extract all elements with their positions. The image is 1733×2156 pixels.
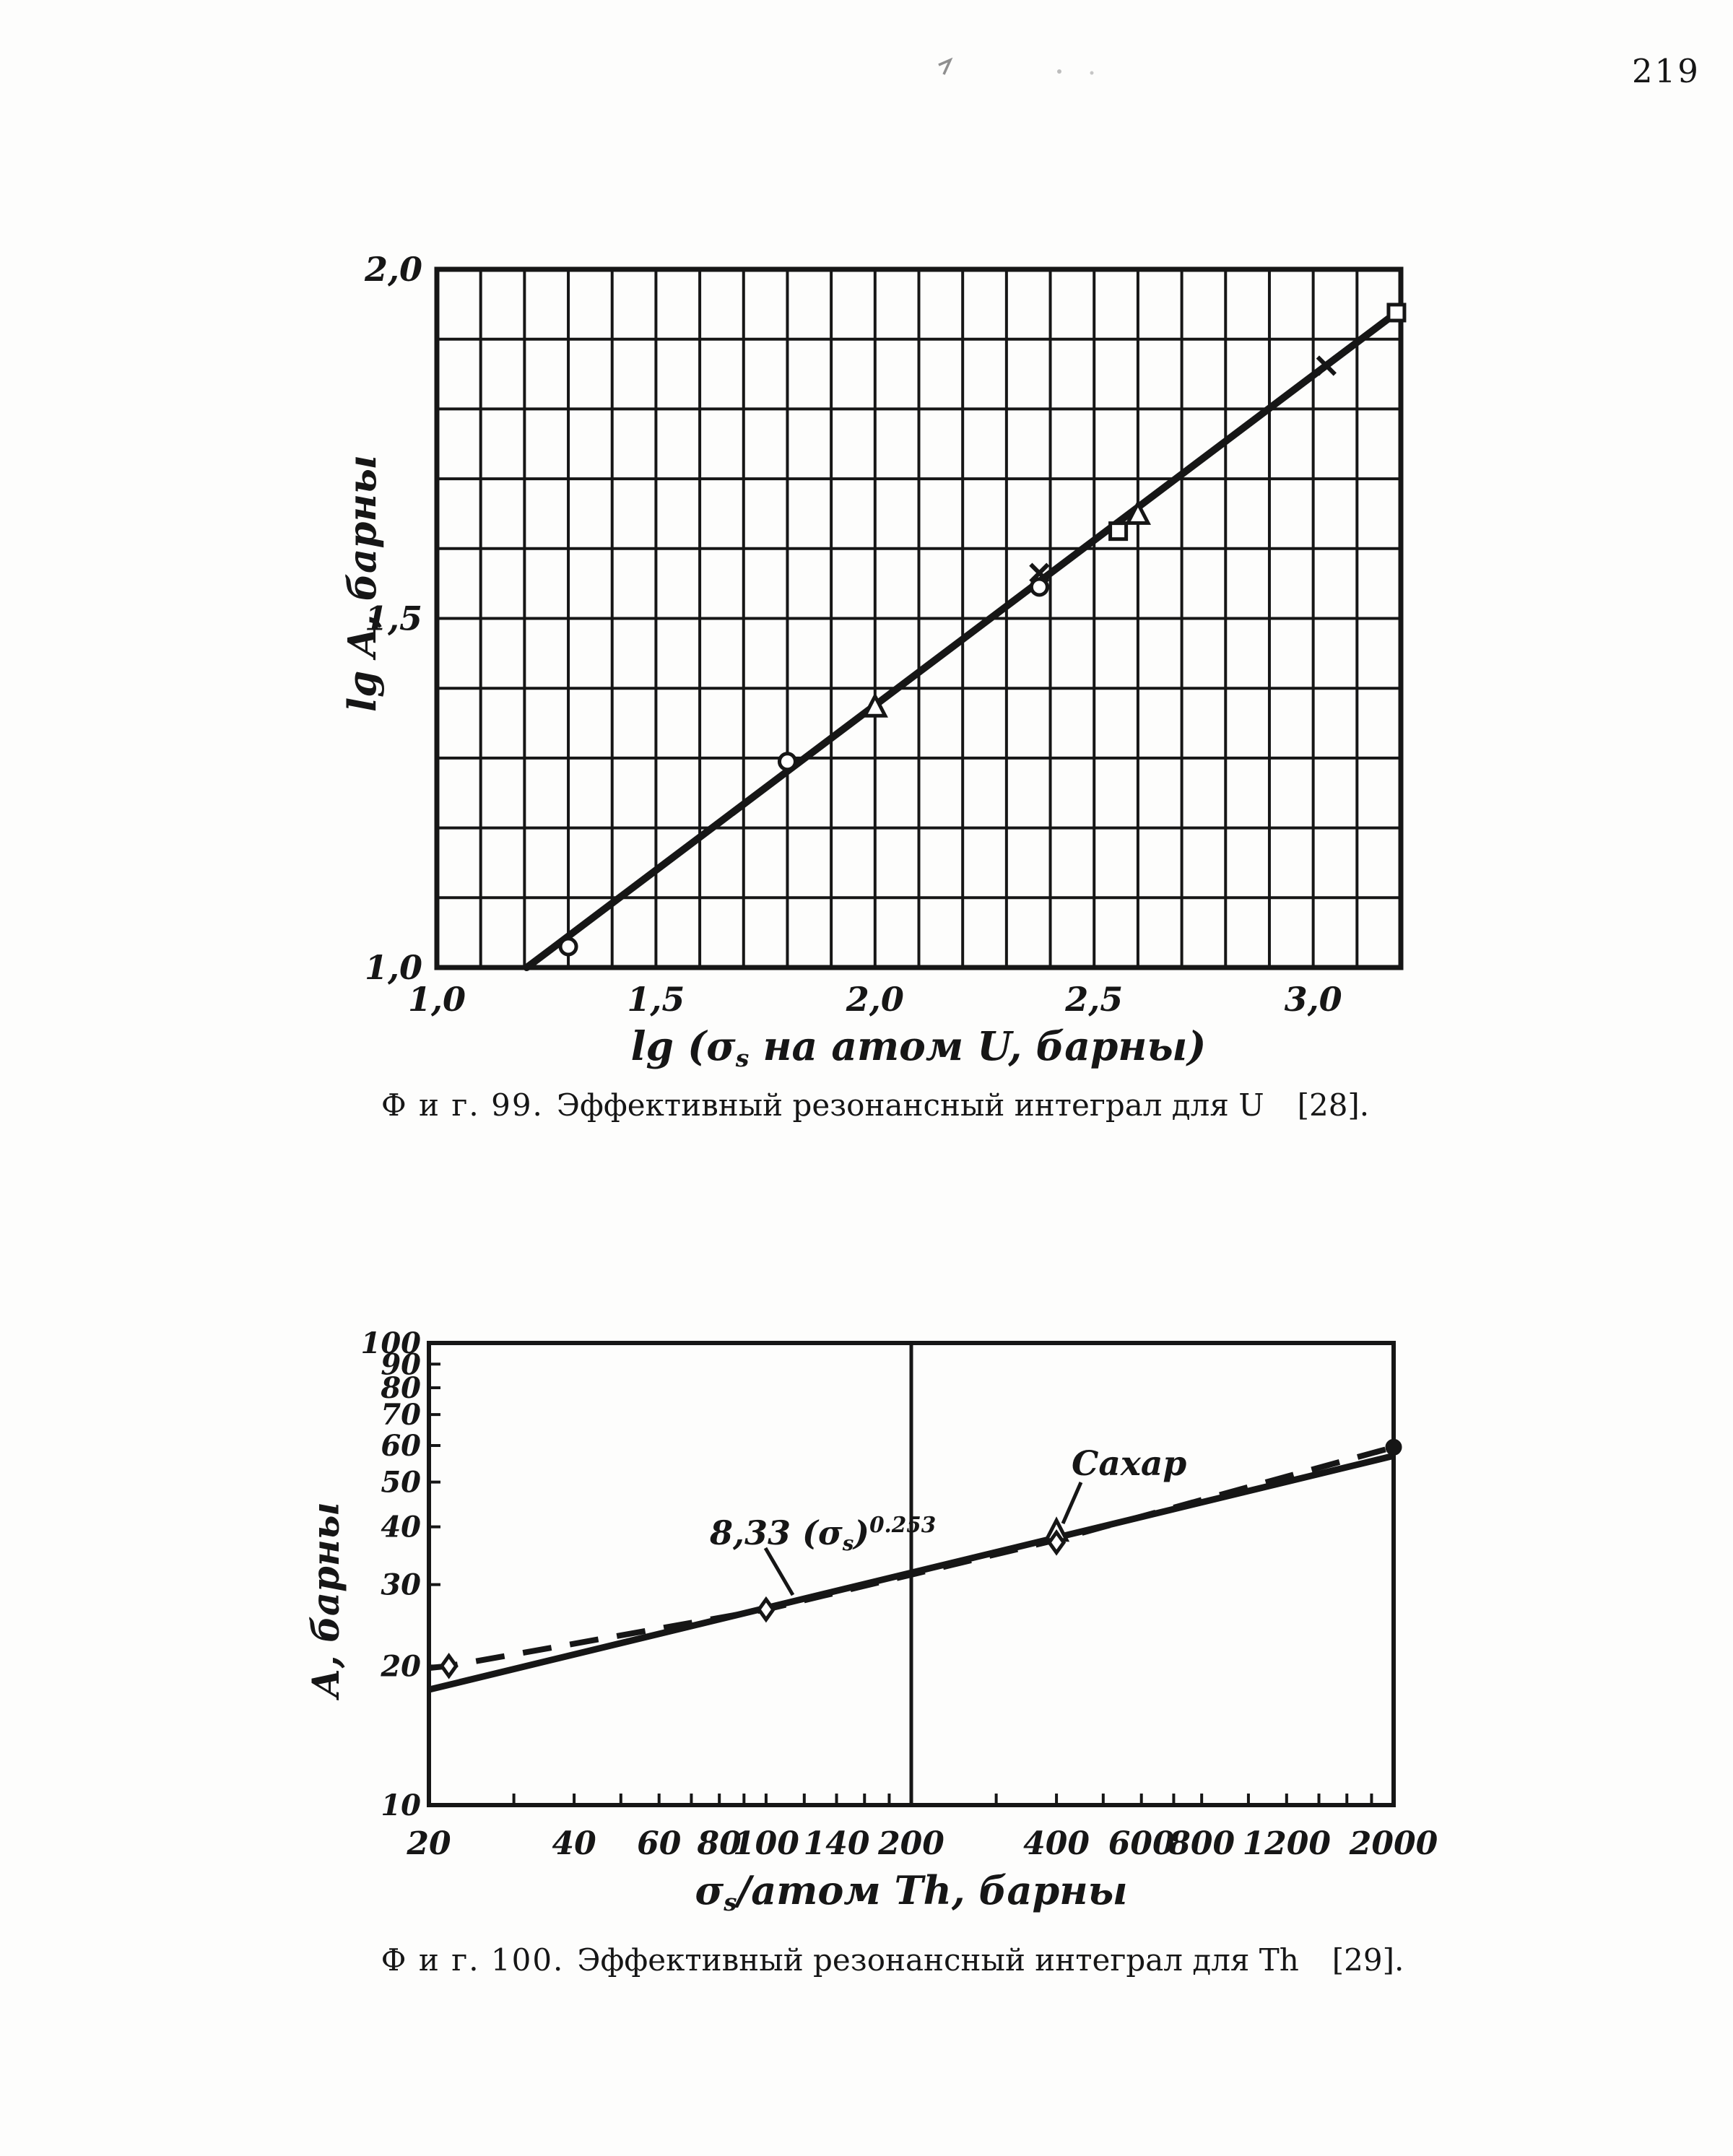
sigma-subscript: s <box>724 1889 737 1917</box>
fig99-caption-reference: [28]. <box>1297 1087 1370 1123</box>
fig99-y-tick-label: 1,5 <box>365 599 422 638</box>
fig99-point-circle-marker <box>1029 577 1049 597</box>
fig100-leader-sugar <box>1061 1481 1083 1525</box>
fig100-y-tick-label: 100 <box>361 1326 422 1360</box>
fig99-y-axis-title: lg A, барны <box>340 455 385 712</box>
fig100-point-diamond-marker <box>1047 1529 1067 1556</box>
fig100-powerlaw-formula-label: 8,33 (σs)0.253 <box>710 1512 936 1555</box>
fig100-x-tick-label: 200 <box>877 1825 944 1862</box>
fig99-point-circle-marker <box>558 936 578 957</box>
fig100-caption: Ф и г. 100. Эффективный резонансный интег… <box>381 1942 1404 1978</box>
fig99-caption: Ф и г. 99. Эффективный резонансный интегр… <box>381 1087 1369 1123</box>
fig100-point-diamond-marker <box>439 1653 459 1679</box>
fig100-tick-marks <box>429 1362 1373 1805</box>
sigma-symbol: σ <box>695 1867 724 1913</box>
fig99-point-square-marker <box>1108 521 1129 542</box>
fig100-y-tick-label: 70 <box>381 1398 421 1432</box>
sigma-subscript: s <box>842 1531 854 1555</box>
fig100-x-tick-label: 800 <box>1168 1825 1235 1862</box>
fig99-point-circle-marker <box>777 752 797 772</box>
fig100-caption-reference: [29]. <box>1332 1942 1404 1978</box>
fig100-y-tick-label: 60 <box>381 1429 421 1463</box>
fig100-x-tick-label: 600 <box>1108 1825 1175 1862</box>
sigma-symbol: σ <box>817 1513 843 1553</box>
fig100-y-tick-label: 50 <box>381 1466 421 1500</box>
fig100-x-tick-label: 40 <box>552 1825 596 1862</box>
scan-speck-icon <box>938 57 953 75</box>
fig100-x-tick-label: 400 <box>1023 1825 1090 1862</box>
fig100-caption-text: Эффективный резонансный интеграл для Th <box>577 1942 1299 1978</box>
sigma-symbol: σ <box>706 1022 736 1069</box>
sigma-subscript: s <box>735 1044 750 1073</box>
fig100-y-tick-label: 40 <box>381 1510 421 1544</box>
fig99-point-x-marker <box>1316 355 1337 376</box>
fig100-x-axis-title-suffix: /атом Th, барны <box>737 1867 1128 1913</box>
fig100-x-tick-label: 2000 <box>1349 1825 1438 1862</box>
fig99-grid <box>435 268 1402 969</box>
fig100-y-tick-label: 80 <box>380 1371 421 1405</box>
fig99-caption-text: Эффективный резонансный интеграл для U <box>556 1087 1264 1123</box>
fig100-point-dot-marker <box>1385 1438 1402 1456</box>
fig100-x-tick-label: 60 <box>637 1825 682 1862</box>
formula-coefficient: 8,33 ( <box>710 1513 818 1553</box>
formula-close-paren: ) <box>854 1513 870 1553</box>
fig99-x-tick-label: 2,5 <box>1064 980 1123 1019</box>
fig99-point-triangle-marker <box>861 692 888 718</box>
fig99-x-tick-label: 3,0 <box>1285 980 1342 1019</box>
fig100-y-tick-label: 10 <box>381 1788 421 1822</box>
fig100-leader-formula <box>763 1547 795 1596</box>
page-number: 219 <box>1632 52 1701 90</box>
formula-exponent: 0.253 <box>869 1512 937 1537</box>
fig99-x-tick-label: 1,5 <box>627 980 685 1019</box>
fig100-y-tick-label: 30 <box>381 1568 421 1602</box>
fig100-y-tick-label: 90 <box>381 1347 421 1381</box>
fig99-y-tick-label: 1,0 <box>365 948 422 987</box>
fig99-x-axis-title: lg (σs на атом U, барны) <box>631 1022 1207 1072</box>
fig99-x-axis-title-suffix: на атом U, барны) <box>749 1022 1207 1069</box>
fig99-x-tick-label: 1,0 <box>408 980 466 1019</box>
fig100-point-diamond-marker <box>756 1596 776 1623</box>
fig99-resonance-integral-uranium-chart: 1,0 1,5 2,0 2,5 3,0 1,0 1,5 2,0 <box>364 250 1407 1019</box>
fig99-x-axis-title-prefix: lg ( <box>630 1022 707 1069</box>
fig100-x-tick-label: 20 <box>406 1825 451 1862</box>
fig99-point-square-marker <box>1386 303 1407 323</box>
fig99-fit-line <box>523 308 1400 971</box>
fig99-caption-label: Ф и г. 99. <box>381 1087 544 1123</box>
fig99-plot-border <box>434 266 1404 970</box>
fig100-y-tick-label: 20 <box>380 1649 421 1683</box>
scan-dot-icon <box>1057 69 1061 74</box>
fig100-sugar-series-label: Сахар <box>1072 1444 1187 1484</box>
fig100-x-axis-title: σs/атом Th, барны <box>695 1867 1127 1916</box>
fig100-x-tick-label: 100 <box>733 1825 799 1862</box>
scan-artifacts <box>938 57 1094 75</box>
fig99-y-tick-label: 2,0 <box>364 250 422 289</box>
fig100-y-axis-title: А, барны <box>305 1502 348 1698</box>
fig99-x-tick-label: 2,0 <box>846 980 904 1019</box>
fig100-x-tick-label: 80 <box>697 1825 742 1862</box>
fig100-x-tick-label: 1200 <box>1243 1825 1332 1862</box>
fig100-caption-label: Ф и г. 100. <box>381 1942 565 1978</box>
fig99-point-triangle-marker <box>1124 499 1152 525</box>
fig100-x-tick-label: 140 <box>804 1825 870 1862</box>
scan-dot-icon <box>1090 71 1094 75</box>
fig99-point-x-marker <box>1029 562 1050 583</box>
